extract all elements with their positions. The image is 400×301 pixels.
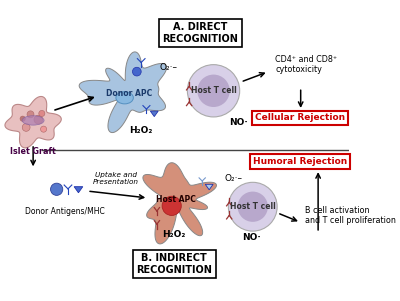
Text: O₂·–: O₂·– — [160, 63, 178, 72]
Text: A. DIRECT
RECOGNITION: A. DIRECT RECOGNITION — [162, 22, 238, 44]
Ellipse shape — [22, 116, 44, 125]
Text: Humoral Rejection: Humoral Rejection — [253, 157, 347, 166]
Polygon shape — [74, 187, 83, 193]
Text: Cellular Rejection: Cellular Rejection — [255, 113, 345, 123]
Circle shape — [20, 116, 25, 121]
Circle shape — [162, 196, 181, 216]
Text: Donor APC: Donor APC — [106, 89, 152, 98]
Polygon shape — [79, 52, 166, 132]
Text: CD4⁺ and CD8⁺
cytotoxicity: CD4⁺ and CD8⁺ cytotoxicity — [276, 55, 338, 74]
Text: Islet Graft: Islet Graft — [10, 147, 56, 157]
Circle shape — [238, 191, 268, 222]
Text: Host APC: Host APC — [156, 195, 196, 204]
Circle shape — [22, 123, 30, 131]
Ellipse shape — [116, 92, 133, 104]
Polygon shape — [5, 97, 61, 148]
Circle shape — [50, 183, 63, 195]
Text: H₂O₂: H₂O₂ — [163, 230, 186, 239]
Circle shape — [40, 126, 47, 132]
Text: NO·: NO· — [229, 118, 248, 127]
Text: H₂O₂: H₂O₂ — [130, 126, 153, 135]
Polygon shape — [150, 111, 158, 116]
Circle shape — [187, 65, 240, 117]
Circle shape — [34, 115, 43, 124]
Circle shape — [27, 111, 34, 118]
Circle shape — [39, 110, 45, 116]
Circle shape — [228, 182, 277, 231]
Polygon shape — [205, 184, 213, 190]
Text: Donor Antigens/MHC: Donor Antigens/MHC — [26, 207, 105, 216]
Circle shape — [197, 75, 230, 107]
Text: O₂·–: O₂·– — [225, 174, 243, 183]
Text: NO·: NO· — [242, 233, 261, 242]
Text: Uptake and
Presentation: Uptake and Presentation — [93, 172, 139, 185]
Circle shape — [132, 67, 141, 76]
Text: B cell activation
and T cell proliferation: B cell activation and T cell proliferati… — [305, 206, 396, 225]
Polygon shape — [143, 163, 216, 244]
Text: B. INDIRECT
RECOGNITION: B. INDIRECT RECOGNITION — [136, 253, 212, 275]
Text: Host T cell: Host T cell — [191, 86, 236, 95]
Text: Host T cell: Host T cell — [230, 202, 276, 211]
